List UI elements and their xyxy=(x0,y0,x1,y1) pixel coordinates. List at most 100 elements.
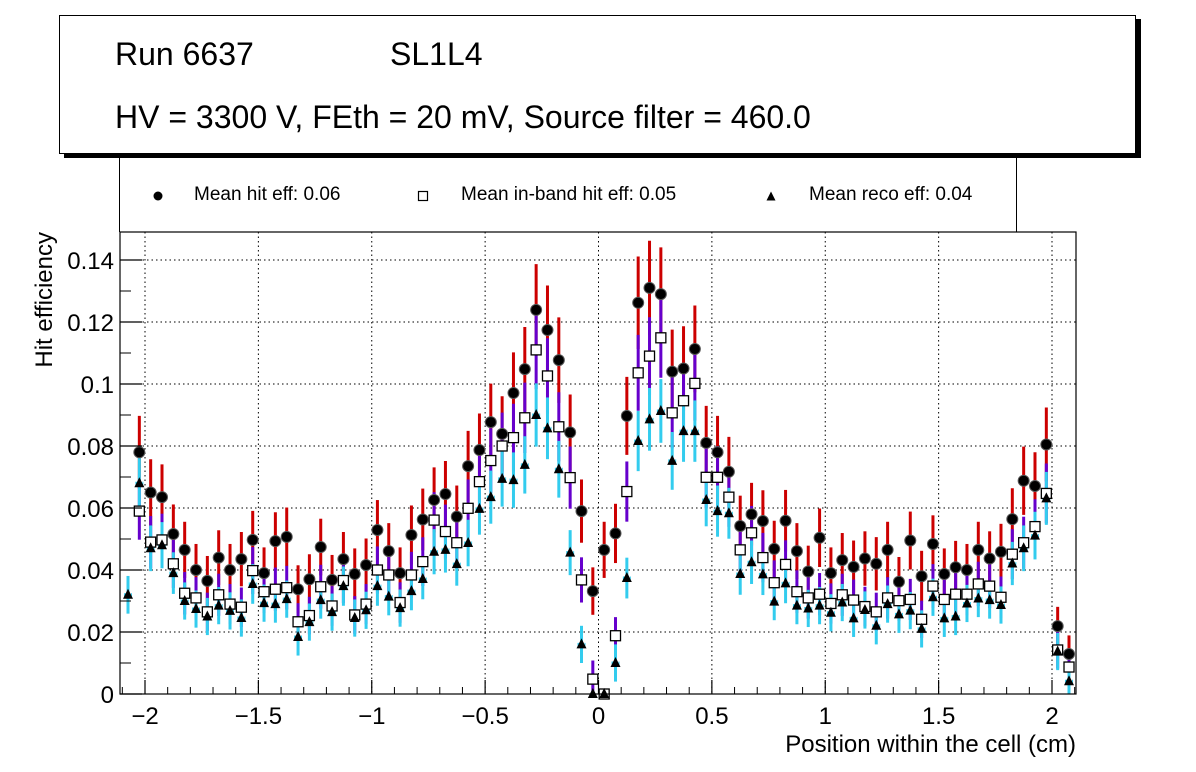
y-tick-label: 0.08 xyxy=(67,434,114,461)
reco-point xyxy=(723,507,734,518)
reco-point xyxy=(508,474,519,485)
hit-point xyxy=(915,570,928,583)
inband-point xyxy=(247,564,259,577)
inband-point xyxy=(643,350,656,362)
inband-point xyxy=(213,589,225,601)
reco-point xyxy=(417,572,428,583)
hit-point xyxy=(938,568,951,581)
hit-point xyxy=(201,574,214,587)
legend-inband-label: Mean in-band hit eff: 0.05 xyxy=(461,184,677,205)
hit-point xyxy=(700,436,713,449)
hit-point xyxy=(280,530,293,543)
reco-point xyxy=(122,588,133,599)
hit-point xyxy=(541,324,554,337)
inband-point xyxy=(700,471,712,483)
reco-point xyxy=(927,591,938,602)
hit-point xyxy=(643,281,656,294)
reco-point xyxy=(383,590,394,601)
inband-point xyxy=(915,613,928,625)
reco-point xyxy=(984,594,995,605)
hit-point xyxy=(881,543,894,556)
hit-point xyxy=(473,444,486,457)
x-tick-label: −2 xyxy=(131,703,158,730)
inband-point xyxy=(893,595,905,607)
legend-hit-label: Mean hit eff: 0.06 xyxy=(194,184,341,205)
hit-point xyxy=(768,542,781,555)
reco-point xyxy=(973,592,984,603)
inband-point xyxy=(972,578,984,590)
inband-point xyxy=(371,564,384,576)
y-tick-label: 0 xyxy=(101,682,114,709)
inband-point xyxy=(949,588,962,600)
legend-hit-marker-icon xyxy=(153,191,163,201)
hit-point xyxy=(507,386,520,399)
reco-point xyxy=(950,610,961,621)
hit-point xyxy=(756,515,769,528)
reco-point xyxy=(587,688,598,698)
inband-point xyxy=(791,586,803,598)
reco-point xyxy=(644,413,655,424)
reco-point xyxy=(406,585,417,596)
inband-point xyxy=(417,555,429,568)
hit-point xyxy=(813,531,826,544)
hit-point xyxy=(382,545,395,558)
hit-point xyxy=(360,559,373,572)
reco-point xyxy=(213,599,224,610)
y-tick-label: 0.12 xyxy=(67,310,114,337)
x-tick-label: 1.5 xyxy=(922,703,955,730)
hit-point xyxy=(949,561,962,574)
reco-point xyxy=(961,597,972,608)
reco-point xyxy=(202,610,213,621)
hit-point xyxy=(1063,648,1076,661)
reco-point xyxy=(1029,529,1040,540)
hit-point xyxy=(246,533,259,546)
reco-point xyxy=(791,599,802,610)
legend: Mean hit eff: 0.06 Mean in-band hit eff:… xyxy=(119,157,1017,232)
reco-point xyxy=(497,472,508,483)
reco-point xyxy=(757,568,768,579)
inband-point xyxy=(1063,661,1075,673)
inband-point xyxy=(485,454,497,467)
hit-point xyxy=(870,557,883,570)
hit-point xyxy=(212,551,225,564)
reco-point xyxy=(678,425,689,436)
inband-point xyxy=(507,431,520,444)
inband-point xyxy=(711,471,724,483)
hit-point xyxy=(575,505,588,518)
inband-point xyxy=(768,577,780,589)
reco-point xyxy=(281,593,292,604)
hit-point xyxy=(858,552,871,565)
inband-point xyxy=(757,551,769,564)
inband-point xyxy=(847,594,860,606)
hit-point xyxy=(405,528,418,541)
inband-point xyxy=(802,592,814,604)
reco-point xyxy=(893,608,904,619)
reco-point xyxy=(553,463,564,474)
hit-point xyxy=(450,510,463,523)
inband-point xyxy=(541,370,554,382)
reco-point xyxy=(633,435,644,446)
inband-point xyxy=(666,407,678,419)
reco-point xyxy=(825,606,836,617)
reco-point xyxy=(463,537,474,548)
inband-point xyxy=(269,583,282,595)
hit-point xyxy=(303,573,316,586)
inband-point xyxy=(235,601,248,613)
conditions-label: HV = 3300 V, FEth = 20 mV, Source filter… xyxy=(115,99,811,135)
x-tick-label: −1 xyxy=(358,703,385,730)
reco-point xyxy=(349,612,360,623)
y-tick-label: 0.02 xyxy=(67,620,114,647)
run-label: Run 6637 xyxy=(115,36,254,72)
hit-point xyxy=(439,488,452,501)
inband-point xyxy=(190,592,202,604)
reco-point xyxy=(905,604,916,615)
inband-point xyxy=(587,673,599,685)
layer-label: SL1L4 xyxy=(390,36,483,72)
inband-point xyxy=(575,574,588,586)
tick-labels: −2 −1.5 −1 −0.5 0 0.5 1 1.5 2 0 0.02 0.04 0.06 0.08 0.… xyxy=(67,248,1058,730)
hit-point xyxy=(394,567,407,580)
hit-point xyxy=(530,303,543,316)
reco-point xyxy=(225,604,236,615)
inband-point xyxy=(609,630,622,642)
